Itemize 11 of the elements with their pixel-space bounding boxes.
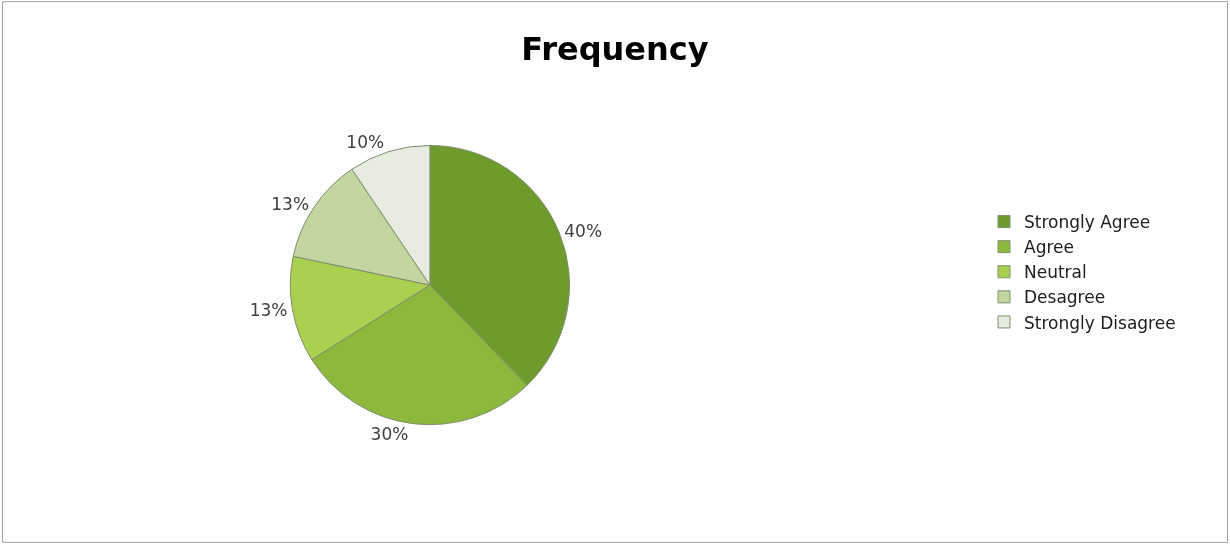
data-label: 13% (249, 300, 288, 321)
legend-label: Strongly Disagree (1024, 312, 1176, 333)
data-label: 13% (271, 193, 310, 214)
legend-label: Desagree (1024, 287, 1106, 308)
data-label: 10% (346, 132, 385, 153)
data-label: 30% (370, 423, 409, 444)
legend-label: Agree (1024, 237, 1074, 258)
legend-label: Neutral (1024, 262, 1087, 283)
chart-title: Frequency (521, 30, 709, 69)
data-label: 40% (564, 221, 603, 242)
legend-label: Strongly Agree (1024, 212, 1151, 233)
